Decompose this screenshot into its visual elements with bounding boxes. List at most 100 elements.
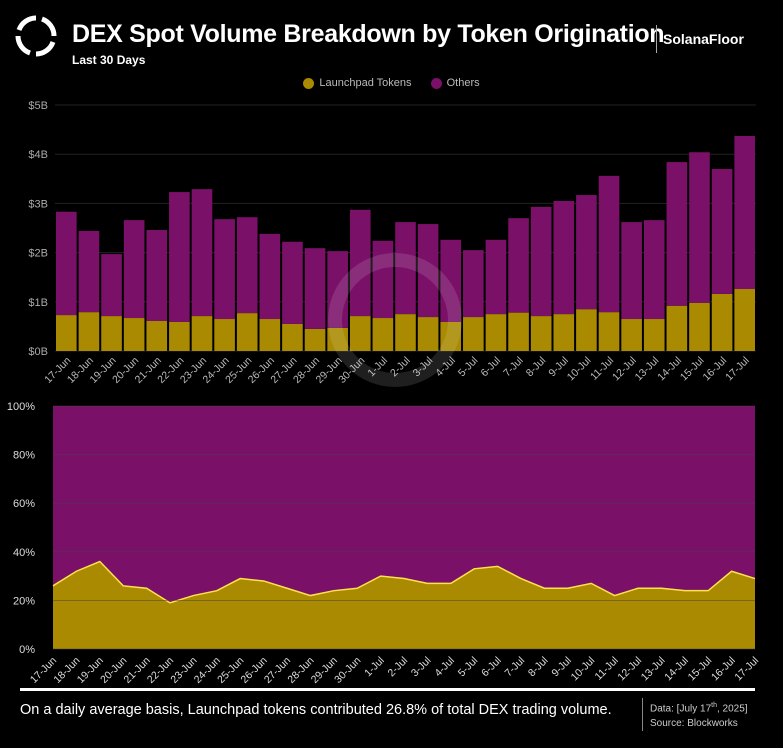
x-tick-label: 2-Jul xyxy=(386,655,411,680)
x-tick-label: 10-Jul xyxy=(565,355,594,384)
bar-launchpad xyxy=(327,327,348,351)
y-tick-label: 0% xyxy=(19,644,35,656)
x-tick-label: 17-Jul xyxy=(732,655,761,684)
bar-launchpad xyxy=(191,316,213,351)
bar-others xyxy=(191,189,213,317)
y-tick-label: 60% xyxy=(13,498,35,510)
bar-launchpad xyxy=(78,312,100,351)
bar-others xyxy=(146,229,168,321)
bar-others xyxy=(666,162,688,306)
x-tick-label: 3-Jul xyxy=(409,655,434,680)
bar-launchpad xyxy=(372,318,394,351)
x-tick-label: 5-Jul xyxy=(456,655,481,680)
bar-others xyxy=(259,233,281,320)
bar-others xyxy=(711,168,733,294)
bar-launchpad xyxy=(485,314,507,351)
bar-launchpad xyxy=(259,319,281,351)
x-tick-label: 6-Jul xyxy=(478,355,503,380)
line-launchpad xyxy=(52,560,756,604)
share-area-chart: 0%20%40%60%80%100%17-Jun18-Jun19-Jun20-J… xyxy=(7,401,761,685)
bar-others xyxy=(101,254,122,317)
bar-launchpad xyxy=(734,289,755,351)
bar-others xyxy=(78,230,100,313)
bar-others xyxy=(395,222,416,315)
bar-launchpad xyxy=(282,323,303,351)
x-tick-label: 6-Jul xyxy=(479,655,504,680)
divider xyxy=(20,688,755,691)
bar-others xyxy=(372,240,394,319)
x-tick-label: 16-Jul xyxy=(700,355,729,384)
x-tick-label: 16-Jul xyxy=(709,655,738,684)
bar-others xyxy=(621,222,642,320)
x-tick-label: 12-Jul xyxy=(610,355,639,384)
x-tick-label: 4-Jul xyxy=(432,655,457,680)
y-tick-label: $3B xyxy=(28,198,48,210)
legend-swatch xyxy=(430,77,442,89)
chart-subtitle: Last 30 Days xyxy=(72,53,146,67)
bar-launchpad xyxy=(417,317,439,351)
x-tick-label: 1-Jul xyxy=(362,655,387,680)
x-tick-label: 14-Jul xyxy=(655,355,684,384)
chart-title: DEX Spot Volume Breakdown by Token Origi… xyxy=(72,20,665,48)
bar-others xyxy=(349,209,371,317)
bar-others xyxy=(508,218,529,313)
bar-others xyxy=(485,239,507,315)
bar-launchpad xyxy=(395,314,416,351)
bar-others xyxy=(214,219,235,320)
bar-others xyxy=(553,200,575,315)
bar-launchpad xyxy=(576,309,597,351)
x-tick-label: 10-Jul xyxy=(569,655,598,684)
legend-swatch xyxy=(303,77,315,89)
bar-launchpad xyxy=(101,316,122,351)
summary-note: On a daily average basis, Launchpad toke… xyxy=(20,702,612,718)
bar-others xyxy=(282,241,303,324)
bar-launchpad xyxy=(146,320,168,351)
source-info: Data: [July 17th, 2025] Source: Blockwork… xyxy=(642,698,748,732)
bar-launchpad xyxy=(56,315,77,351)
bar-launchpad xyxy=(214,319,235,351)
bar-others xyxy=(463,250,484,318)
bar-others xyxy=(734,135,755,290)
x-tick-label: 14-Jul xyxy=(662,655,691,684)
bar-launchpad xyxy=(440,321,462,351)
x-tick-label: 7-Jul xyxy=(503,655,528,680)
x-tick-label: 11-Jul xyxy=(588,355,616,383)
bar-launchpad xyxy=(621,319,642,351)
source-label: Source: Blockworks xyxy=(650,718,738,730)
legend-item-launchpad[interactable]: Launchpad Tokens xyxy=(303,77,412,89)
brand-name: SolanaFloor xyxy=(656,25,744,53)
x-tick-label: 12-Jul xyxy=(615,655,644,684)
legend-item-others[interactable]: Others xyxy=(430,77,480,89)
x-tick-label: 17-Jul xyxy=(723,355,752,384)
bar-others xyxy=(576,195,597,310)
bar-others xyxy=(169,192,190,322)
watermark-logo-icon xyxy=(328,253,462,387)
solanafloor-logo-icon xyxy=(15,15,57,57)
bar-launchpad xyxy=(598,312,620,351)
x-tick-label: 8-Jul xyxy=(526,655,551,680)
bar-launchpad xyxy=(349,316,371,351)
x-tick-label: 15-Jul xyxy=(686,655,715,684)
area-launchpad xyxy=(53,561,755,649)
bar-launchpad xyxy=(463,317,484,351)
bar-others xyxy=(598,175,620,313)
y-tick-label: $2B xyxy=(28,248,48,260)
y-tick-label: $0B xyxy=(28,346,48,358)
y-tick-label: 20% xyxy=(13,595,35,607)
bar-others xyxy=(123,220,145,319)
x-tick-label: 11-Jul xyxy=(593,655,621,683)
y-tick-label: 80% xyxy=(13,450,35,462)
bar-launchpad xyxy=(689,302,710,351)
legend: Launchpad Tokens Others xyxy=(0,77,783,92)
bar-launchpad xyxy=(530,316,552,351)
y-tick-label: $5B xyxy=(28,100,48,112)
data-date: Data: [July 17th, 2025] xyxy=(650,702,748,715)
bar-launchpad xyxy=(236,313,258,351)
y-tick-label: 40% xyxy=(13,547,35,559)
bar-launchpad xyxy=(553,314,575,351)
bar-others xyxy=(417,224,439,318)
bar-others xyxy=(327,251,348,328)
bar-launchpad xyxy=(711,293,733,351)
y-tick-label: 100% xyxy=(7,401,35,413)
bar-launchpad xyxy=(643,319,665,351)
